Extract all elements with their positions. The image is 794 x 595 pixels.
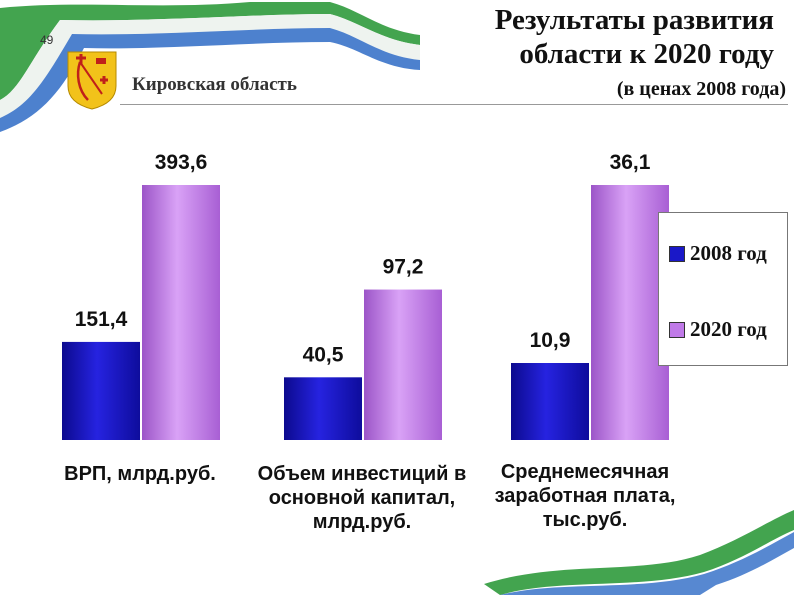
category-label-2-line-1: Объем инвестиций в <box>257 463 467 485</box>
chart-legend: 2008 год 2020 год <box>658 212 788 366</box>
category-label-3-line-1: Среднемесячная <box>500 461 670 483</box>
bar-group-2-2020 <box>364 289 442 440</box>
category-label-2-line-2: основной капитал, <box>268 487 456 509</box>
bar-group-2-2008 <box>284 377 362 440</box>
slide-number: 49 <box>40 33 54 47</box>
region-name: Кировская область <box>132 74 297 95</box>
page-title-line-1: Результаты развития <box>494 4 774 36</box>
data-label-group-1-2008: 151,4 <box>75 308 128 331</box>
page-title-line-2: области к 2020 году <box>519 38 774 70</box>
legend-label-2008: 2008 год <box>690 241 767 265</box>
category-label-2: Объем инвестиций в основной капитал, млрд.… <box>242 462 482 534</box>
data-label-group-3-2020: 36,1 <box>610 151 651 174</box>
bar-group-3-2008 <box>511 363 589 440</box>
page-subtitle: (в ценах 2008 года) <box>616 78 786 100</box>
category-label-2-line-3: млрд.руб. <box>312 511 412 533</box>
category-label-3-line-3: тыс.руб. <box>542 509 628 531</box>
category-label-3: Среднемесячная заработная плата, тыс.руб. <box>465 460 705 532</box>
category-label-1: ВРП, млрд.руб. <box>20 462 260 486</box>
bar-group-1-2008 <box>62 341 140 440</box>
category-label-1-line-1: ВРП, млрд.руб. <box>64 463 216 485</box>
legend-swatch-2020 <box>669 321 685 338</box>
data-label-group-3-2008: 10,9 <box>530 329 571 352</box>
legend-label-2020: 2020 год <box>690 317 767 341</box>
legend-item-2020: 2020 год <box>669 317 767 342</box>
data-label-group-2-2008: 40,5 <box>303 343 344 366</box>
data-label-group-2-2020: 97,2 <box>383 256 424 279</box>
legend-item-2008: 2008 год <box>669 241 767 266</box>
bar-group-3-2020 <box>591 185 669 440</box>
legend-swatch-2008 <box>669 245 685 262</box>
bar-group-1-2020 <box>142 185 220 440</box>
coat-of-arms-icon <box>67 51 117 110</box>
header-divider <box>120 104 788 105</box>
data-label-group-1-2020: 393,6 <box>155 151 208 174</box>
category-label-3-line-2: заработная плата, <box>494 485 676 507</box>
